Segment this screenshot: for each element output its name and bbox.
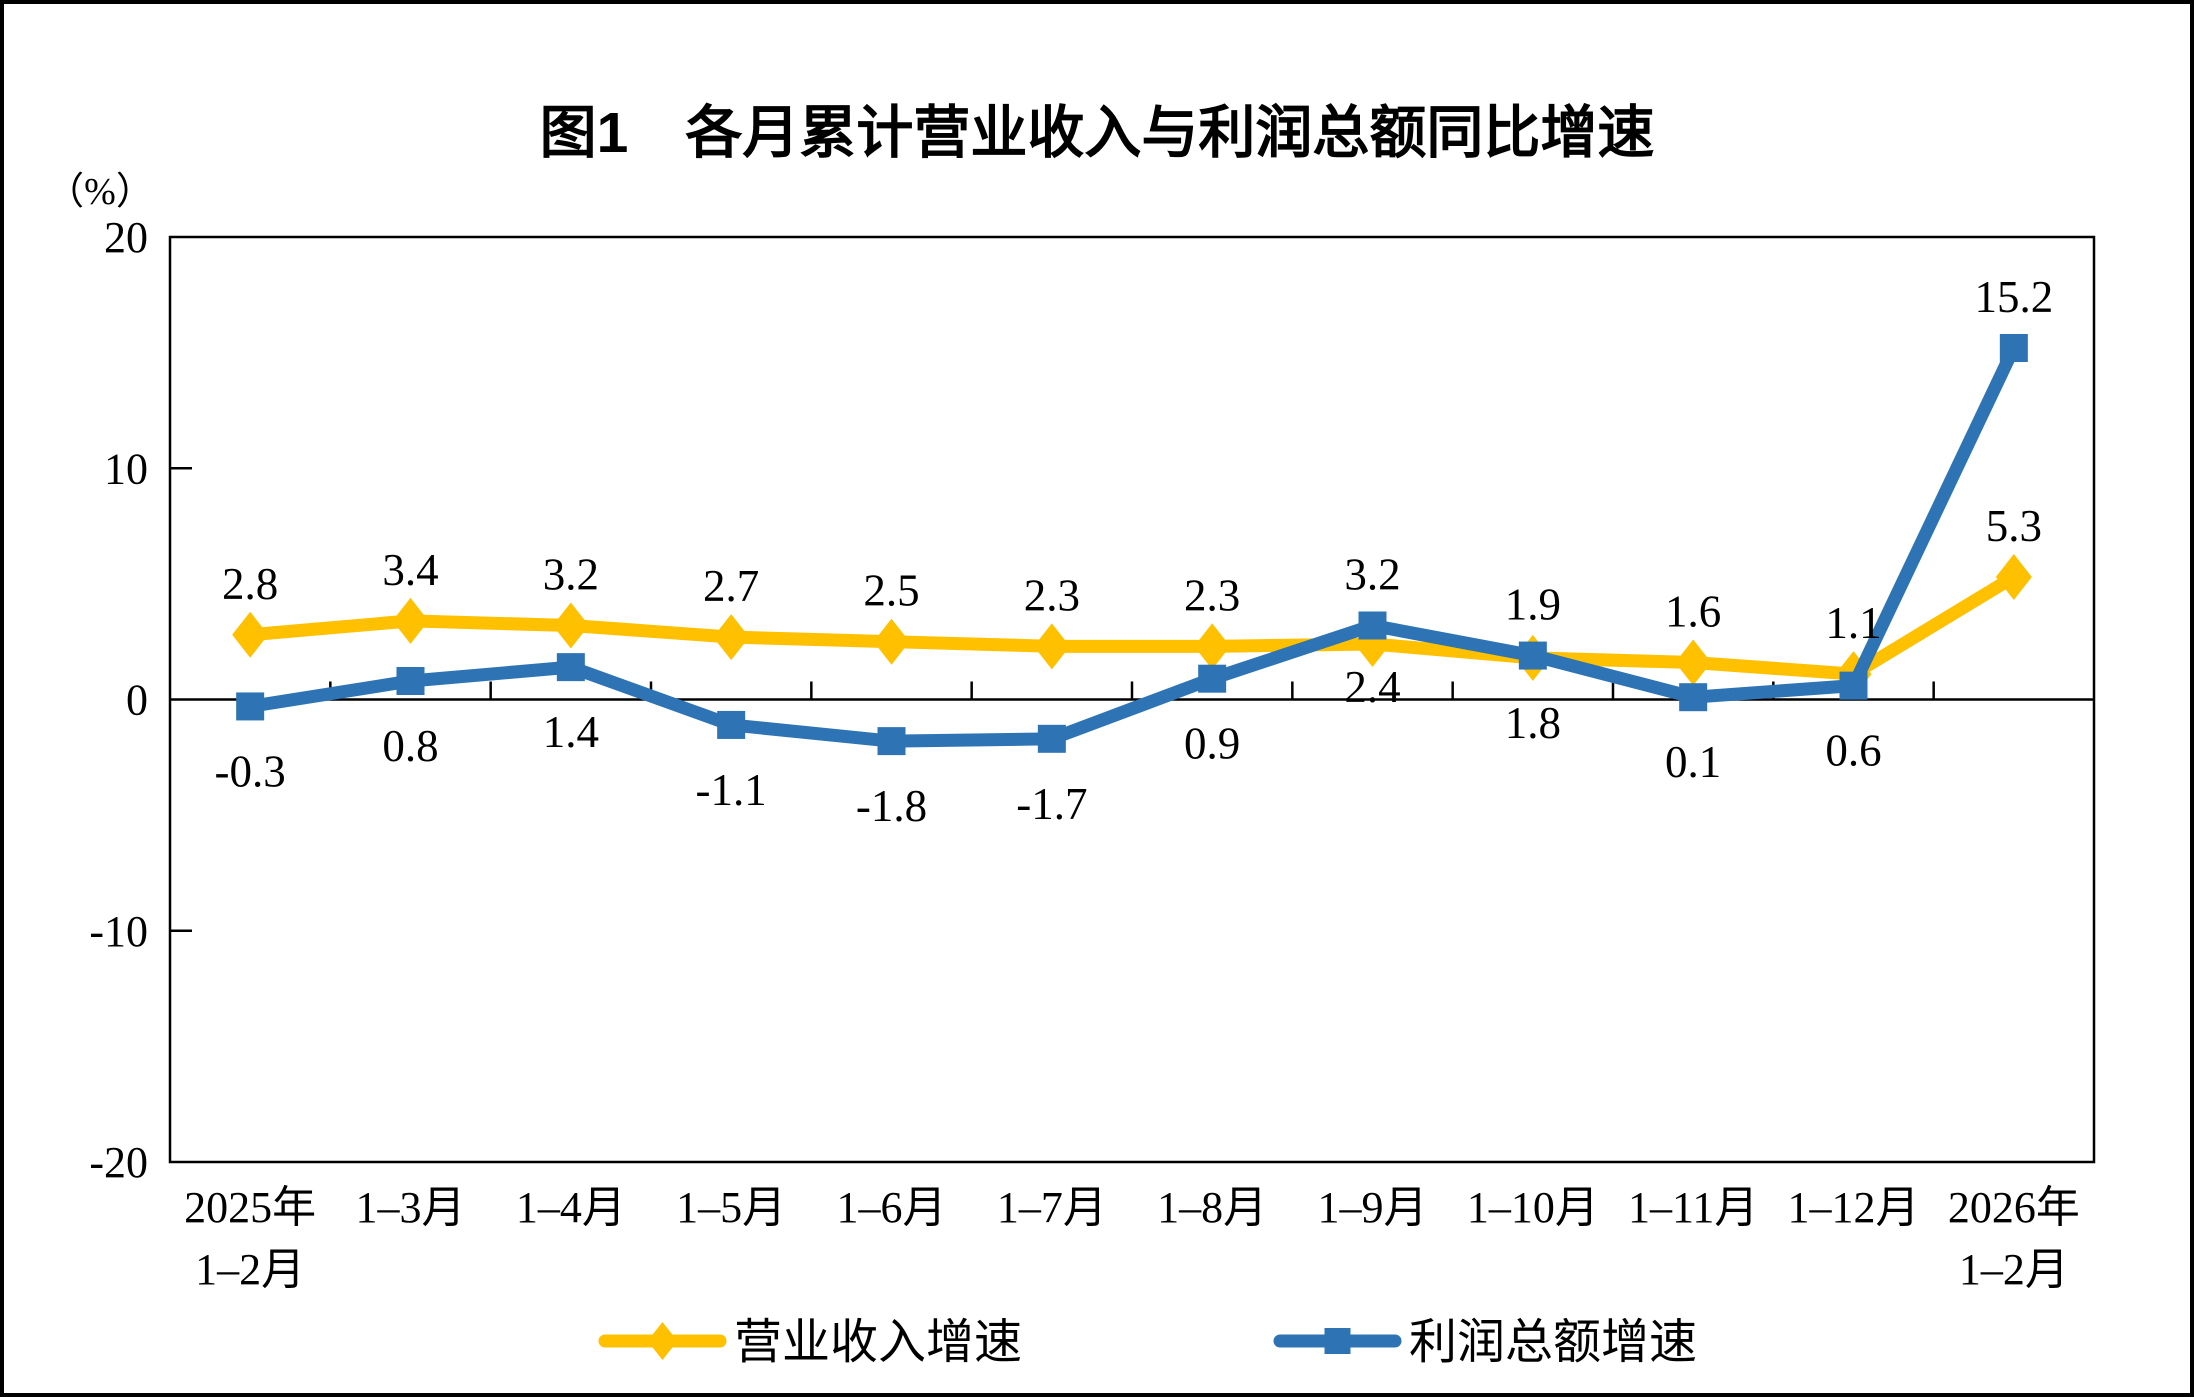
axes [168, 235, 2096, 1164]
profit-marker [1358, 611, 1387, 640]
revenue-marker [232, 611, 269, 658]
profit-value-label: 0.6 [1825, 726, 1881, 776]
revenue-marker [1675, 639, 1712, 686]
revenue-marker [392, 597, 429, 644]
profit-legend-label: 利润总额增速 [1409, 1316, 1697, 1369]
revenue-value-label: 2.5 [863, 566, 919, 616]
chart-legend: 营业收入增速 利润总额增速 [598, 1316, 1697, 1369]
y-tick-label: 0 [126, 676, 148, 725]
revenue-legend-label: 营业收入增速 [734, 1316, 1022, 1369]
revenue-line [243, 570, 2021, 681]
revenue-marker [1033, 623, 1070, 670]
x-category-label: 2025年 [184, 1183, 316, 1232]
revenue-value-label: 3.4 [382, 545, 438, 595]
profit-marker [1839, 671, 1868, 700]
y-tick-label: -20 [89, 1138, 148, 1187]
data-series [232, 334, 2032, 756]
profit-value-label: 0.8 [382, 721, 438, 771]
x-category-label: 1–2月 [1959, 1245, 2069, 1294]
profit-marker [1518, 641, 1547, 670]
profit-value-label: 0.9 [1184, 719, 1240, 769]
x-category-label: 1–8月 [1157, 1183, 1267, 1232]
profit-marker [396, 667, 425, 695]
x-category-label: 1–5月 [676, 1183, 786, 1232]
y-axis-labels: 20 10 0 -10 -20 [89, 213, 148, 1187]
profit-line [243, 341, 2021, 748]
revenue-marker [1194, 623, 1231, 670]
chart-title: 图1 各月累计营业收入与利润总额同比增速 [540, 101, 1655, 165]
y-tick-label: 10 [104, 444, 148, 493]
y-axis-unit-label: （%） [46, 171, 154, 213]
legend-item-profit: 利润总额增速 [1273, 1316, 1697, 1369]
x-category-label: 1–9月 [1318, 1183, 1428, 1232]
revenue-value-label: 2.3 [1024, 570, 1080, 620]
profit-value-label: -1.7 [1016, 779, 1087, 829]
profit-value-label: 1.4 [543, 707, 599, 757]
profit-marker [1198, 664, 1227, 693]
y-tick-label: -10 [89, 907, 148, 956]
y-tick-label: 20 [104, 213, 148, 262]
profit-marker [236, 692, 265, 721]
profit-marker [877, 727, 906, 756]
revenue-marker [552, 602, 589, 649]
x-category-label: 1–11月 [1628, 1183, 1758, 1232]
profit-marker [717, 710, 746, 739]
x-category-label: 1–10月 [1467, 1183, 1599, 1232]
profit-value-label: -1.1 [696, 765, 767, 815]
profit-value-label: 1.9 [1505, 580, 1561, 630]
revenue-value-label: 5.3 [1986, 501, 2042, 551]
revenue-value-label: 2.7 [703, 561, 759, 611]
revenue-value-label: 2.3 [1184, 570, 1240, 620]
x-category-label: 1–4月 [516, 1183, 626, 1232]
revenue-marker [873, 618, 910, 665]
revenue-value-label: 1.8 [1505, 698, 1561, 748]
data-value-labels: 2.8 3.4 3.2 2.7 2.5 2.3 2.3 2.4 1.8 1.6 1.1 5.3 -0.3… [215, 272, 2054, 831]
x-category-label: 2026年 [1948, 1183, 2080, 1232]
profit-marker [1037, 724, 1066, 753]
profit-value-label: 0.1 [1665, 737, 1721, 787]
revenue-value-label: 1.6 [1665, 587, 1721, 637]
profit-value-label: -0.3 [215, 746, 286, 796]
revenue-value-label: 2.8 [222, 559, 278, 609]
legend-item-revenue: 营业收入增速 [598, 1316, 1022, 1369]
profit-value-label: 15.2 [1974, 272, 2053, 322]
x-category-label: 1–3月 [356, 1183, 466, 1232]
x-category-label: 1–2月 [195, 1245, 305, 1294]
profit-marker [1679, 683, 1708, 712]
x-category-label: 1–7月 [997, 1183, 1107, 1232]
revenue-value-label: 3.2 [543, 550, 599, 600]
x-axis-labels: 2025年 1–2月 1–3月 1–4月 1–5月 1–6月 1–7月 1–8月 1–9月 1–1… [184, 1183, 2080, 1294]
profit-value-label: -1.8 [856, 781, 927, 831]
x-category-label: 1–6月 [837, 1183, 947, 1232]
revenue-legend-marker [647, 1322, 678, 1360]
revenue-value-label: 1.1 [1825, 598, 1881, 648]
profit-legend-marker [1324, 1328, 1351, 1354]
x-category-label: 1–12月 [1788, 1183, 1920, 1232]
profit-marker [1999, 334, 2028, 362]
revenue-marker [1995, 553, 2032, 600]
profit-value-label: 3.2 [1344, 550, 1400, 600]
revenue-marker [713, 614, 750, 661]
profit-marker [556, 653, 585, 682]
revenue-value-label: 2.4 [1344, 662, 1400, 712]
